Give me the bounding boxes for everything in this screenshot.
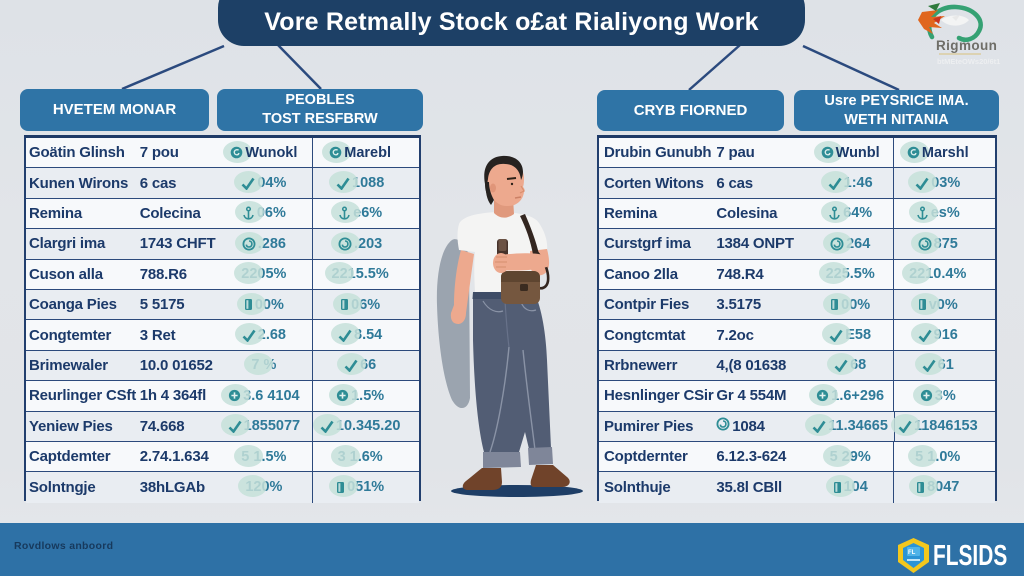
- svg-text:FL: FL: [908, 550, 916, 556]
- svg-text:Rigmoun: Rigmoun: [936, 38, 997, 53]
- svg-text:btMEteOWs20/6t1: btMEteOWs20/6t1: [937, 57, 1000, 66]
